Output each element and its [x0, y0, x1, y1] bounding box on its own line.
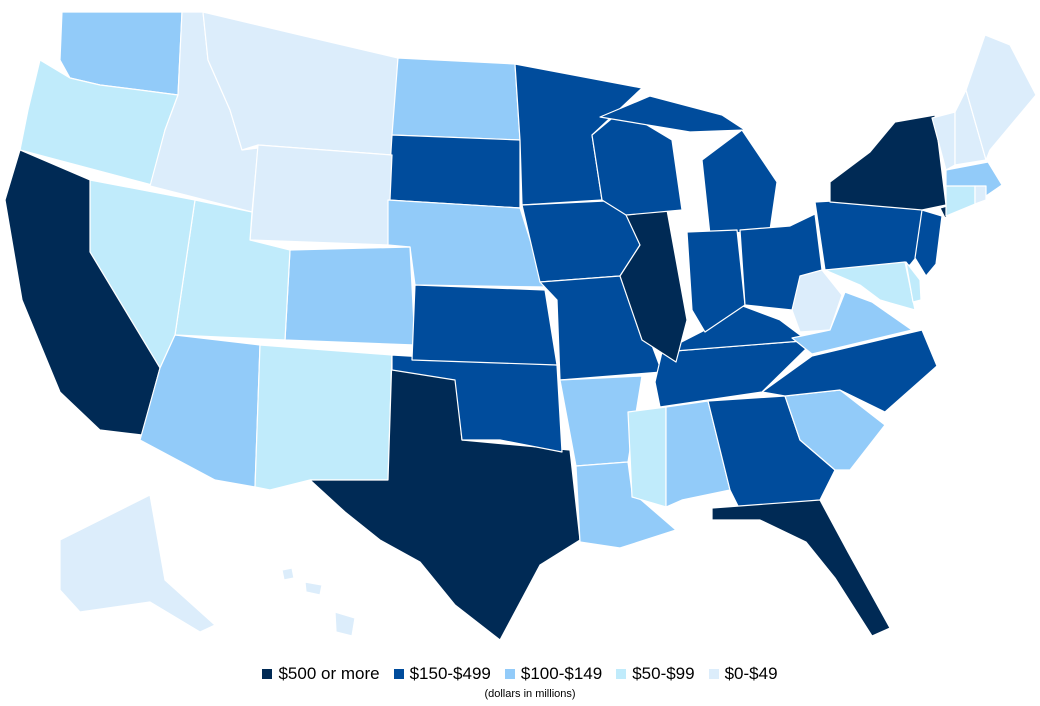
- state-wy: [249, 144, 393, 246]
- legend: $500 or more $150-$499 $100-$149 $50-$99…: [0, 664, 1040, 684]
- state-shape: [619, 209, 688, 363]
- state-ct: [945, 185, 976, 217]
- state-la: [575, 461, 677, 549]
- state-shape: [391, 57, 521, 141]
- state-shape: [4, 149, 161, 436]
- state-va: [791, 291, 913, 355]
- state-ri: [974, 185, 987, 205]
- legend-item-150-499: $150-$499: [393, 664, 491, 684]
- state-nd: [391, 57, 521, 141]
- state-shape: [829, 114, 947, 211]
- state-ms: [627, 406, 667, 508]
- state-md: [824, 261, 916, 311]
- state-shape: [575, 461, 677, 549]
- state-shape: [824, 261, 916, 311]
- state-shape: [974, 185, 987, 205]
- state-shape: [701, 129, 778, 236]
- state-shape: [686, 229, 746, 333]
- state-shape: [914, 209, 943, 277]
- state-shape: [281, 567, 295, 581]
- state-shape: [654, 339, 816, 408]
- state-shape: [965, 34, 1037, 161]
- legend-item-100-149: $100-$149: [504, 664, 602, 684]
- state-shape: [391, 354, 563, 453]
- legend-swatch: [708, 669, 719, 679]
- state-de: [905, 261, 922, 303]
- state-shape: [791, 291, 913, 355]
- state-me: [965, 34, 1037, 161]
- state-ak: [59, 494, 216, 633]
- us-choropleth-map: [4, 11, 1037, 641]
- state-shape: [249, 144, 393, 246]
- state-mi: [599, 95, 778, 236]
- legend-swatch: [393, 669, 404, 679]
- state-shape: [945, 185, 976, 217]
- state-nc: [761, 329, 938, 413]
- legend-swatch: [616, 669, 627, 679]
- legend-swatch: [504, 669, 515, 679]
- state-shape: [711, 499, 891, 637]
- legend-note: (dollars in millions): [484, 688, 576, 700]
- legend-item-500-plus: $500 or more: [262, 664, 380, 684]
- legend-item-50-99: $50-$99: [616, 664, 695, 684]
- state-nj: [914, 209, 943, 277]
- state-hi: [281, 567, 356, 637]
- state-in: [686, 229, 746, 333]
- state-tn: [654, 339, 816, 408]
- state-shape: [599, 95, 746, 133]
- state-tx: [309, 354, 581, 641]
- state-il: [619, 209, 688, 363]
- state-co: [284, 246, 416, 346]
- state-shape: [761, 329, 938, 413]
- state-shape: [309, 354, 581, 641]
- state-nm: [254, 344, 393, 491]
- state-fl: [711, 499, 891, 637]
- state-shape: [254, 344, 393, 491]
- state-shape: [387, 134, 521, 209]
- state-ca: [4, 149, 161, 436]
- state-shape: [284, 246, 416, 346]
- state-shape: [905, 261, 922, 303]
- state-shape: [627, 406, 667, 508]
- legend-item-0-49: $0-$49: [708, 664, 778, 684]
- state-shape: [304, 581, 323, 596]
- legend-swatch: [262, 669, 273, 679]
- state-sd: [387, 134, 521, 209]
- state-ok: [391, 354, 563, 453]
- state-shape: [411, 284, 558, 366]
- state-ks: [411, 284, 558, 366]
- state-shape: [334, 611, 356, 637]
- state-shape: [59, 494, 216, 633]
